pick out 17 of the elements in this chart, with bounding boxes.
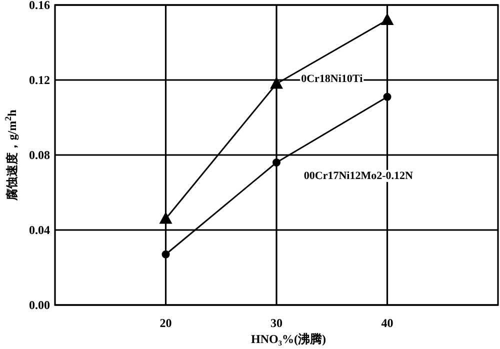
- x-tick-label: 20: [160, 316, 172, 330]
- y-tick-label: 0.04: [29, 223, 50, 237]
- x-tick-label: 30: [270, 316, 282, 330]
- series-label: 0Cr18Ni10Ti: [301, 72, 363, 85]
- point: [270, 76, 283, 89]
- y-tick-label: 0.16: [29, 0, 50, 12]
- point: [380, 13, 394, 25]
- y-tick-label: 0.00: [29, 298, 50, 312]
- point: [159, 212, 172, 224]
- y-tick-label: 0.08: [29, 148, 50, 162]
- x-tick-label: 40: [381, 316, 394, 330]
- series-label: 00Cr17Ni12Mo2-0.12N: [304, 170, 414, 182]
- point: [272, 158, 280, 166]
- y-tick-label: 0.12: [29, 73, 50, 87]
- point: [162, 250, 170, 258]
- point: [383, 92, 392, 101]
- x-axis-title: HNO₃%(沸腾): [251, 332, 326, 346]
